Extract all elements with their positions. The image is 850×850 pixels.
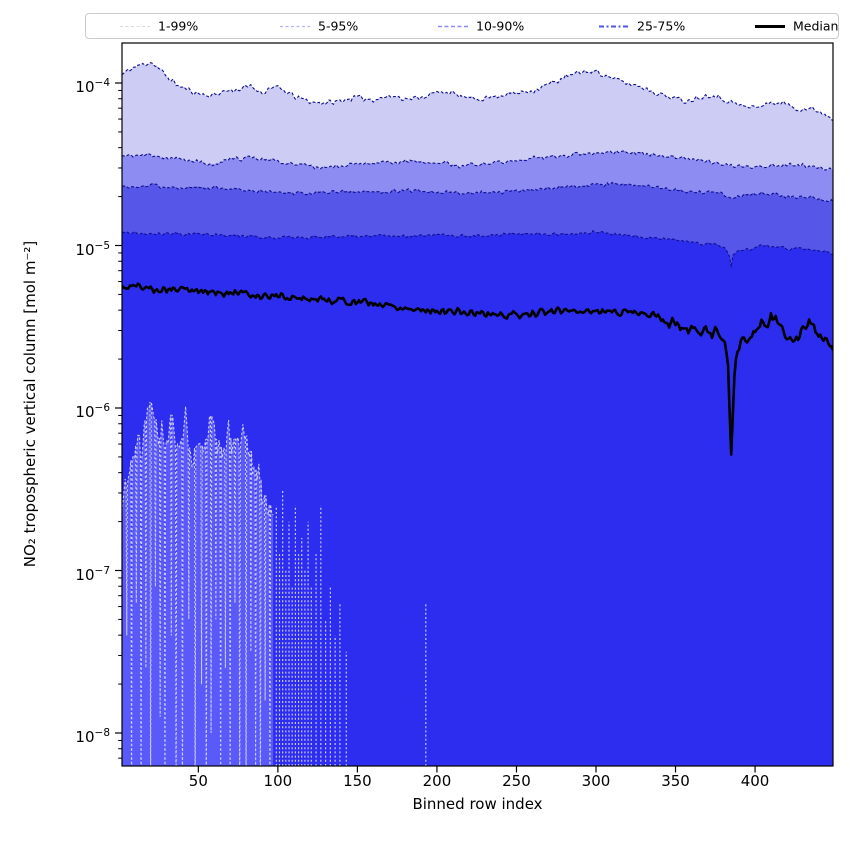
legend: 1-99% 5-95% 10-90% 25-75% Median [85, 13, 839, 39]
legend-item-label: 25-75% [637, 18, 686, 34]
legend-item-25-75-: 25-75% [598, 19, 685, 34]
legend-item-label: 5-95% [318, 18, 359, 34]
legend-sample-line [599, 25, 629, 27]
legend-item-10-90-: 10-90% [437, 19, 524, 34]
legend-item-label: 1-99% [158, 18, 199, 34]
legend-sample-line [280, 25, 310, 27]
edge-line-p95 [122, 149, 833, 171]
band-fill-p75 [122, 230, 833, 766]
edge-line-p99 [122, 62, 833, 121]
y-axis-label: NO₂ tropospheric vertical column [mol m⁻… [21, 240, 39, 568]
median-line [122, 282, 833, 456]
axes-spines [121, 42, 834, 767]
legend-item-5-95-: 5-95% [279, 19, 358, 34]
x-axis-label: Binned row index [412, 795, 543, 813]
plot-area [122, 62, 833, 766]
legend-sample-line [438, 25, 468, 27]
edge-line-p90 [122, 181, 833, 203]
legend-item-label: 10-90% [476, 18, 525, 34]
legend-sample-line [120, 25, 150, 27]
legend-item-label: Median [793, 18, 839, 34]
legend-item-1-99-: 1-99% [119, 19, 198, 34]
legend-sample-line [755, 24, 785, 28]
legend-item-median: Median [754, 19, 838, 34]
edge-line-p75 [122, 229, 833, 268]
p1-edge-line [122, 401, 274, 766]
